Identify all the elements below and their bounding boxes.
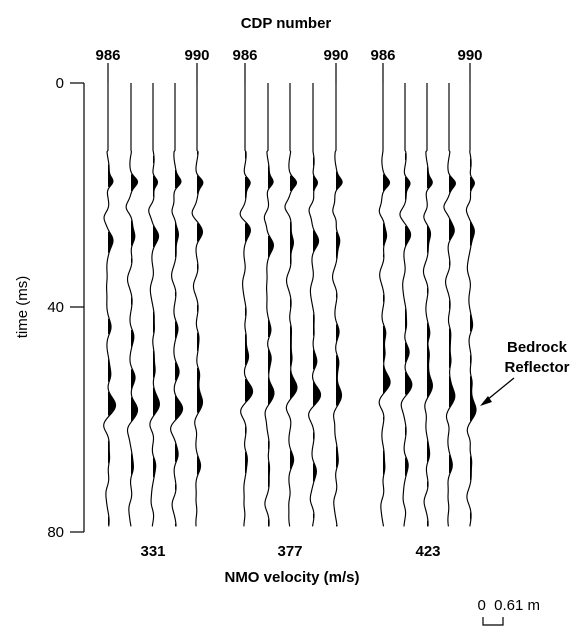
trace-p3-cdp988: [422, 83, 433, 527]
trace-fill-p2-cdp990-1: [336, 231, 340, 259]
trace-fill-p1-cdp986-4: [108, 391, 116, 416]
annotation-line-2: Reflector: [504, 359, 569, 376]
trace-fill-p2-cdp990-4: [336, 355, 342, 406]
cdp-label-panel3-start: 986: [370, 47, 395, 64]
y-tick-label-0: 0: [56, 75, 64, 92]
trace-fill-p3-cdp989-6: [449, 376, 455, 408]
velocity-label-panel3: 423: [415, 543, 440, 560]
trace-p1-cdp989: [170, 83, 184, 527]
trace-p1-cdp988: [148, 83, 160, 527]
velocity-labels: 331 377 423: [140, 543, 440, 560]
trace-p2-cdp988: [284, 83, 298, 527]
velocity-label-panel2: 377: [277, 543, 302, 560]
trace-p1-cdp987: [125, 83, 139, 527]
scale-bar-label: 0 0.61 m: [477, 597, 540, 614]
trace-fill-p3-cdp989-1: [449, 175, 456, 193]
cdp-label-panel2-end: 990: [323, 47, 348, 64]
cdp-label-panel1-end: 990: [184, 47, 209, 64]
annotation-arrow-shaft: [486, 377, 515, 401]
trace-fill-p2-cdp986-2: [245, 223, 251, 242]
scale-bar-line: [482, 617, 504, 626]
trace-p2-cdp990: [331, 83, 343, 527]
trace-fill-p3-cdp988-3: [427, 322, 433, 398]
trace-fill-p1-cdp988-1: [153, 175, 158, 197]
chart-title: CDP number: [241, 15, 332, 32]
cdp-label-panel1-start: 986: [95, 47, 120, 64]
scale-bar: 0 0.61 m: [477, 597, 540, 626]
trace-p3-cdp990: [465, 83, 477, 527]
trace-p3-cdp989: [443, 83, 456, 527]
trace-p1-cdp986: [103, 83, 117, 527]
trace-p2-cdp989: [308, 83, 322, 527]
trace-p2-cdp987: [263, 83, 275, 527]
bedrock-annotation: Bedrock Reflector: [480, 339, 570, 406]
y-tick-label-40: 40: [47, 299, 64, 316]
trace-p3-cdp986: [378, 83, 391, 527]
cdp-label-panel2-start: 986: [232, 47, 257, 64]
trace-fill-p1-cdp989-0: [175, 169, 181, 189]
trace-group: [103, 63, 477, 527]
annotation-line-1: Bedrock: [507, 339, 568, 356]
trace-fill-p1-cdp987-0: [131, 174, 138, 192]
y-tick-label-80: 80: [47, 524, 64, 541]
x-axis-label: NMO velocity (m/s): [224, 569, 359, 586]
trace-fill-p1-cdp990-6: [197, 367, 203, 413]
trace-p1-cdp990: [191, 83, 204, 527]
y-axis-label: time (ms): [14, 276, 31, 339]
trace-fill-p3-cdp986-0: [383, 174, 390, 192]
trace-fill-p3-cdp986-5: [383, 365, 391, 394]
trace-p3-cdp987: [399, 83, 413, 527]
trace-p2-cdp986: [239, 83, 254, 527]
cdp-labels: 986 990 986 990 986 990: [95, 47, 482, 64]
trace-fill-p1-cdp988-2: [153, 226, 159, 248]
trace-fill-p2-cdp989-1: [313, 175, 318, 192]
trace-fill-p2-cdp989-2: [313, 230, 319, 252]
annotation-arrowhead: [480, 396, 492, 406]
velocity-label-panel1: 331: [140, 543, 165, 560]
trace-fill-p3-cdp987-4: [405, 342, 410, 363]
y-axis: 0 40 80 time (ms): [14, 75, 85, 541]
cdp-label-panel3-end: 990: [457, 47, 482, 64]
